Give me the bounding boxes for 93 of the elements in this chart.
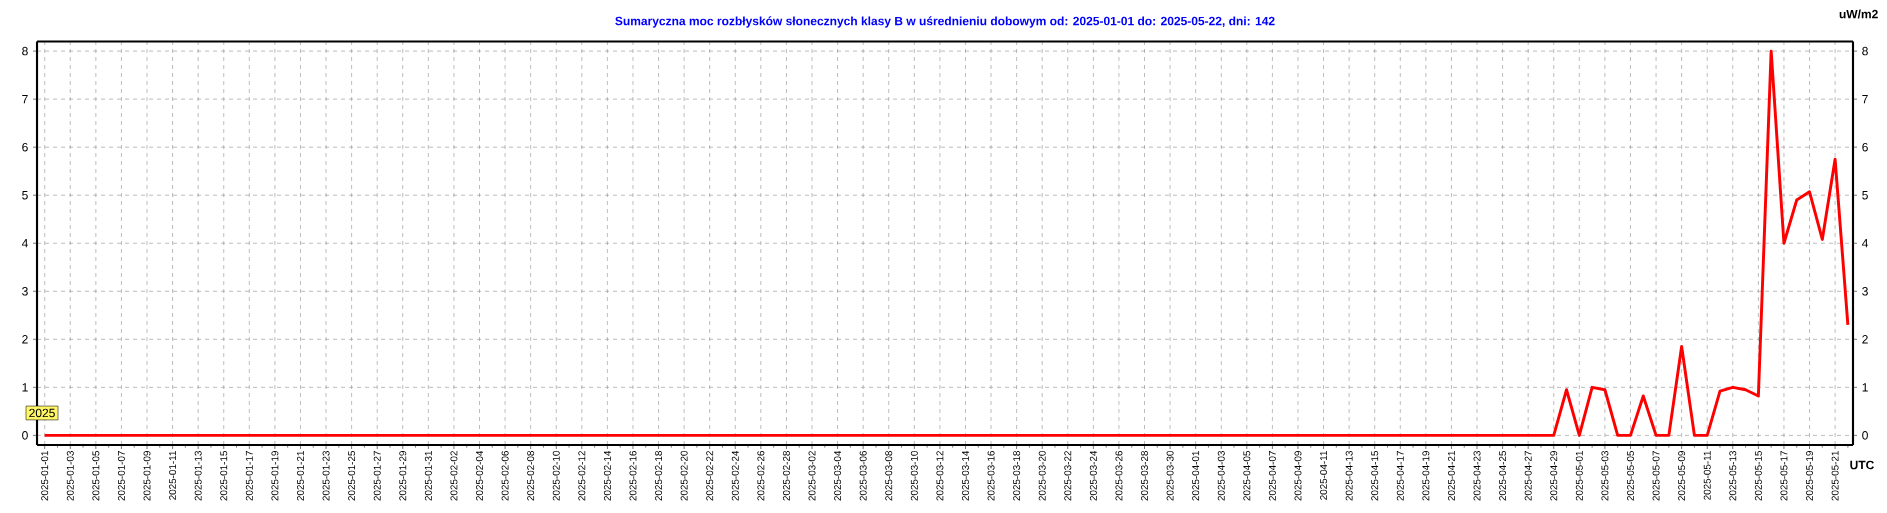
x-tick-label: 2025-01-19	[271, 451, 279, 501]
x-tick-label: 2025-01-03	[66, 451, 74, 501]
annotation: 2025	[29, 408, 55, 418]
x-tick-label: 2025-02-20	[680, 450, 688, 501]
x-tick-label: 2025-02-22	[706, 451, 714, 501]
x-tick-label: 2025-02-10	[552, 450, 560, 501]
y2-tick-label: 1	[1862, 383, 1868, 392]
x-tick-label: 2025-05-17	[1780, 451, 1788, 501]
x-tick-label: 2025-05-07	[1652, 451, 1660, 501]
x-tick-label: 2025-04-19	[1422, 451, 1430, 501]
x-tick-label: 2025-04-05	[1243, 451, 1251, 501]
x-tick-label: 2025-02-24	[731, 450, 739, 501]
x-tick-label: 2025-02-18	[655, 451, 663, 501]
x-tick-label: 2025-03-02	[808, 451, 816, 501]
x-tick-label: 2025-04-21	[1447, 451, 1455, 501]
y2-tick-label: 6	[1862, 142, 1868, 152]
y-tick-label: 0	[22, 431, 28, 440]
x-tick-label: 2025-01-25	[348, 451, 356, 501]
x-tick-label: 2025-02-14	[603, 450, 611, 501]
x-tick-label: 2025-03-10	[910, 450, 918, 501]
y-tick-label: 1	[22, 383, 28, 392]
y2-tick-label: 2	[1862, 335, 1868, 344]
x-tick-label: 2025-01-15	[220, 451, 228, 501]
x-tick-label: 2025-05-21	[1831, 451, 1839, 501]
y2-tick-label: 4	[1861, 239, 1869, 248]
x-tick-label: 2025-03-12	[936, 451, 944, 501]
x-tick-label: 2025-05-13	[1729, 451, 1737, 501]
y2-tick-label: 0	[1862, 431, 1868, 440]
x-tick-label: 2025-02-28	[782, 451, 790, 501]
x-tick-label: 2025-01-11	[169, 451, 177, 500]
x-tick-label: 2025-03-26	[1115, 451, 1123, 501]
x-tick-label: 2025-01-07	[117, 451, 125, 501]
x-tick-label: 2025-03-06	[859, 451, 867, 501]
y-tick-label: 2	[22, 335, 28, 344]
y2-axis-title: uW/m2	[1839, 9, 1878, 19]
x-tick-label: 2025-04-25	[1499, 451, 1507, 501]
x-tick-label: 2025-03-14	[961, 450, 969, 501]
x-tick-label: 2025-03-24	[1089, 450, 1097, 501]
x-tick-label: 2025-05-11	[1703, 451, 1711, 500]
x-tick-label: 2025-01-27	[373, 451, 381, 501]
x-tick-label: 2025-03-16	[987, 451, 995, 501]
x-tick-label: 2025-05-03	[1601, 451, 1609, 501]
x-tick-label: 2025-02-08	[527, 451, 535, 501]
x-tick-label: 2025-02-06	[501, 451, 509, 501]
x-tick-label: 2025-03-04	[834, 450, 842, 501]
x-tick-label: 2025-05-09	[1678, 451, 1686, 501]
x-tick-label: 2025-04-13	[1345, 451, 1353, 501]
x-tick-label: 2025-01-13	[194, 451, 202, 501]
x-tick-label: 2025-01-21	[296, 451, 304, 501]
x-tick-label: 2025-04-09	[1294, 451, 1302, 501]
x-tick-label: 2025-02-16	[629, 451, 637, 501]
x-tick-label: 2025-05-01	[1575, 451, 1583, 501]
x-tick-label: 2025-03-28	[1141, 451, 1149, 501]
x-tick-label: 2025-03-08	[885, 451, 893, 501]
x-tick-label: 2025-03-20	[1038, 450, 1046, 501]
y2-tick-label: 8	[1862, 46, 1868, 56]
x-tick-label: 2025-04-29	[1550, 451, 1558, 501]
x-tick-label: 2025-05-19	[1806, 451, 1814, 501]
x-tick-label: 2025-05-05	[1626, 451, 1634, 501]
y-tick-label: 6	[22, 142, 28, 152]
x-tick-label: 2025-04-07	[1268, 451, 1276, 501]
y-tick-label: 7	[22, 95, 28, 104]
chart-title: Sumaryczna moc rozbłysków słonecznych klasy B w uśrednieniu dobowym od: 2025-01-01 do: 2025-05-22, dni: 142	[615, 16, 1275, 28]
x-tick-label: 2025-01-01	[41, 451, 49, 501]
y2-tick-label: 5	[1862, 191, 1868, 200]
x-tick-label: 2025-04-27	[1524, 451, 1532, 501]
x-tick-label: 2025-02-26	[757, 451, 765, 501]
x-tick-label: 2025-05-15	[1754, 451, 1762, 501]
x-tick-label: 2025-03-18	[1013, 451, 1021, 501]
y-tick-label: 5	[22, 191, 28, 200]
x-tick-label: 2025-01-17	[245, 451, 253, 501]
x-tick-label: 2025-04-03	[1217, 451, 1225, 501]
x-tick-label: 2025-04-11	[1320, 451, 1328, 500]
x-tick-label: 2025-01-29	[399, 451, 407, 501]
x-tick-label: 2025-04-15	[1371, 451, 1379, 501]
y2-tick-label: 3	[1862, 287, 1868, 296]
x-tick-label: 2025-01-31	[424, 451, 432, 501]
x-tick-label: 2025-04-23	[1473, 451, 1481, 501]
x-tick-label: 2025-02-04	[476, 450, 484, 501]
y2-tick-label: 7	[1862, 95, 1868, 104]
x-tick-label: 2025-01-23	[322, 451, 330, 501]
x-tick-label: 2025-04-01	[1192, 451, 1200, 501]
x-axis-title: UTC	[1850, 460, 1874, 470]
x-tick-label: 2025-02-02	[450, 451, 458, 501]
x-tick-label: 2025-02-12	[578, 451, 586, 501]
y-tick-label: 3	[22, 287, 28, 296]
x-tick-label: 2025-03-30	[1166, 450, 1174, 501]
x-tick-label: 2025-03-22	[1064, 451, 1072, 501]
y-tick-label: 4	[21, 239, 28, 248]
x-tick-label: 2025-01-05	[92, 451, 100, 501]
y-tick-label: 8	[22, 46, 28, 56]
x-tick-label: 2025-04-17	[1396, 451, 1404, 501]
x-tick-label: 2025-01-09	[143, 451, 151, 501]
